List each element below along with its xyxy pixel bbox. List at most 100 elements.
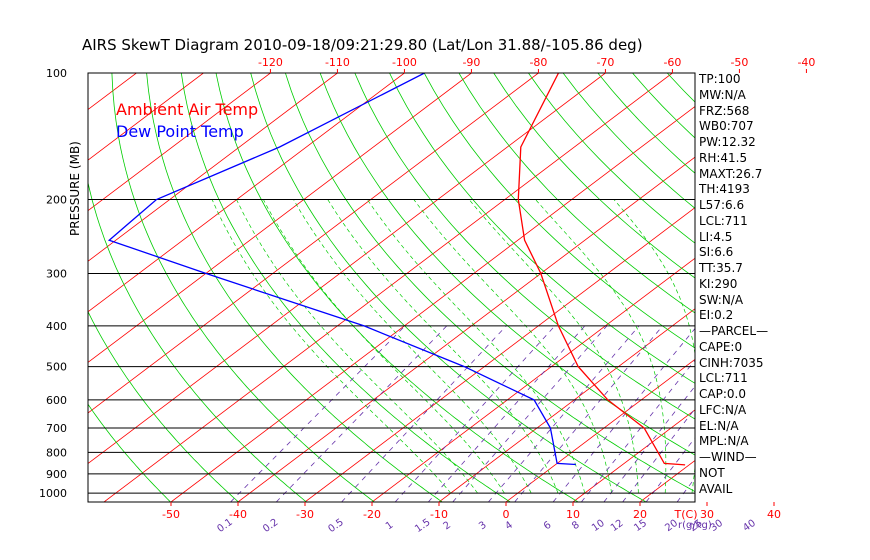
isotherm-line [841,73,870,502]
isotherm-line [0,73,69,502]
bottom-temp-tick-label: -50 [162,508,180,521]
dry-adiabat-line [423,73,695,349]
isotherm-line [88,73,338,262]
mixing-ratio-line [394,325,556,502]
mixing-ratio-label: 12 [609,518,626,534]
isotherm-line [371,257,695,502]
pressure-tick-label: 1000 [39,487,67,500]
pressure-tick-label: 200 [46,193,67,206]
moist-adiabat-line [535,199,667,494]
moist-adiabat-line [613,199,695,494]
index-item: PW:12.32 [699,135,756,149]
moist-adiabat-line [367,199,586,494]
chart-lines [107,73,686,466]
ambient-air-temp-profile [517,73,686,466]
isotherm-line [103,73,673,502]
pressure-tick-label: 600 [46,394,67,407]
dew-point-temp-profile [107,73,576,466]
isotherm-line [304,207,695,502]
mixing-ratio-label: 6 [542,520,554,533]
mixing-ratio-label: 0.2 [261,517,280,535]
dry-adiabat-line [806,73,870,502]
index-item: TT:35.7 [699,261,743,275]
dry-adiabat-line [146,73,443,502]
index-item: —PARCEL— [699,324,769,338]
isotherm-line [88,73,539,414]
mixing-ratio-label: 10 [590,518,607,534]
index-item: MW:N/A [699,87,746,102]
index-item: FRZ:568 [699,103,750,118]
bottom-temp-tick-label: 30 [700,508,714,521]
top-temp-tick-label: -60 [663,56,681,69]
mixing-ratio-label: 8 [570,520,582,533]
mixing-ratio-label: 4 [503,520,515,533]
index-item: EI:0.2 [699,308,734,323]
pressure-tick-label: 300 [46,267,67,280]
index-item: TP:100 [699,72,741,86]
pressure-tick-label: 100 [46,67,67,80]
bottom-temp-tick-label: 40 [767,508,781,521]
index-item: L57:6.6 [699,198,745,212]
isotherm-line [0,73,2,502]
chart-title: AIRS SkewT Diagram 2010-09-18/09:21:29.8… [82,36,643,54]
moist-adiabat-line [236,199,478,494]
index-item: CINH:7035 [699,355,764,370]
isotherm-line [88,73,472,363]
mixing-ratio-line [428,325,586,502]
mixing-ratio-label: 40 [741,518,758,534]
isotherm-line [88,73,606,465]
dry-adiabat-line [250,73,647,502]
index-item: WB0:707 [699,119,754,134]
dry-adiabat-line [88,403,171,502]
bottom-temp-tick-label: 10 [566,508,580,521]
isotherm-line [505,358,695,502]
top-temp-tick-label: -120 [258,56,283,69]
index-item: NOT [699,465,725,480]
mixing-ratio-line [514,325,663,502]
temp-axis-label: T(C) [674,508,698,521]
top-temp-tick-label: -110 [325,56,350,69]
mixing-ratio-line [622,408,695,502]
pressure-tick-label: 900 [46,468,67,481]
bottom-temp-tick-label: 20 [633,508,647,521]
pressure-tick-label: 700 [46,422,67,435]
index-item: MAXT:26.7 [699,166,763,181]
index-item: TH:4193 [699,182,750,197]
index-item: KI:290 [699,276,738,291]
isotherm-line [88,73,405,313]
mixing-ratio-line [341,325,507,502]
top-temp-tick-label: -40 [797,56,815,69]
mixing-ratio-line [755,326,870,502]
legend-ambient-air-temp: Ambient Air Temp [116,100,259,119]
y-axis-label: PRESSURE (MB) [68,141,82,236]
index-item: SW:N/A [699,292,744,307]
index-item: CAP:0.0 [699,387,746,401]
dry-adiabat-line [180,73,511,502]
bottom-temp-tick-label: -40 [229,508,247,521]
bottom-temp-tick-label: -10 [430,508,448,521]
index-item: LI:4.5 [699,229,733,244]
mixing-ratio-line [488,325,640,502]
mixing-ratio-label: 2 [442,520,454,533]
dry-adiabat-line [88,310,239,502]
isotherm-line [88,73,204,161]
mixing-ratio-line [452,325,608,502]
bottom-temp-tick-label: -30 [296,508,314,521]
mixing-ratio-label: 3 [477,520,489,533]
dry-adiabat-line [354,73,695,420]
pressure-tick-label: 500 [46,361,67,374]
top-temp-tick-label: -100 [392,56,417,69]
isotherm-line [774,73,870,502]
top-temp-tick-label: -80 [529,56,547,69]
index-item: EL:N/A [699,418,739,433]
isotherm-line [170,106,695,502]
moist-adiabat-line [293,199,532,494]
mixing-ratio-line [581,359,695,502]
index-item: LCL:711 [699,371,748,386]
mixing-ratio-label: 1 [384,520,396,533]
index-item: AVAIL [699,481,733,496]
index-item: LCL:711 [699,213,748,228]
dry-adiabat-line [666,73,695,103]
pressure-tick-label: 400 [46,320,67,333]
